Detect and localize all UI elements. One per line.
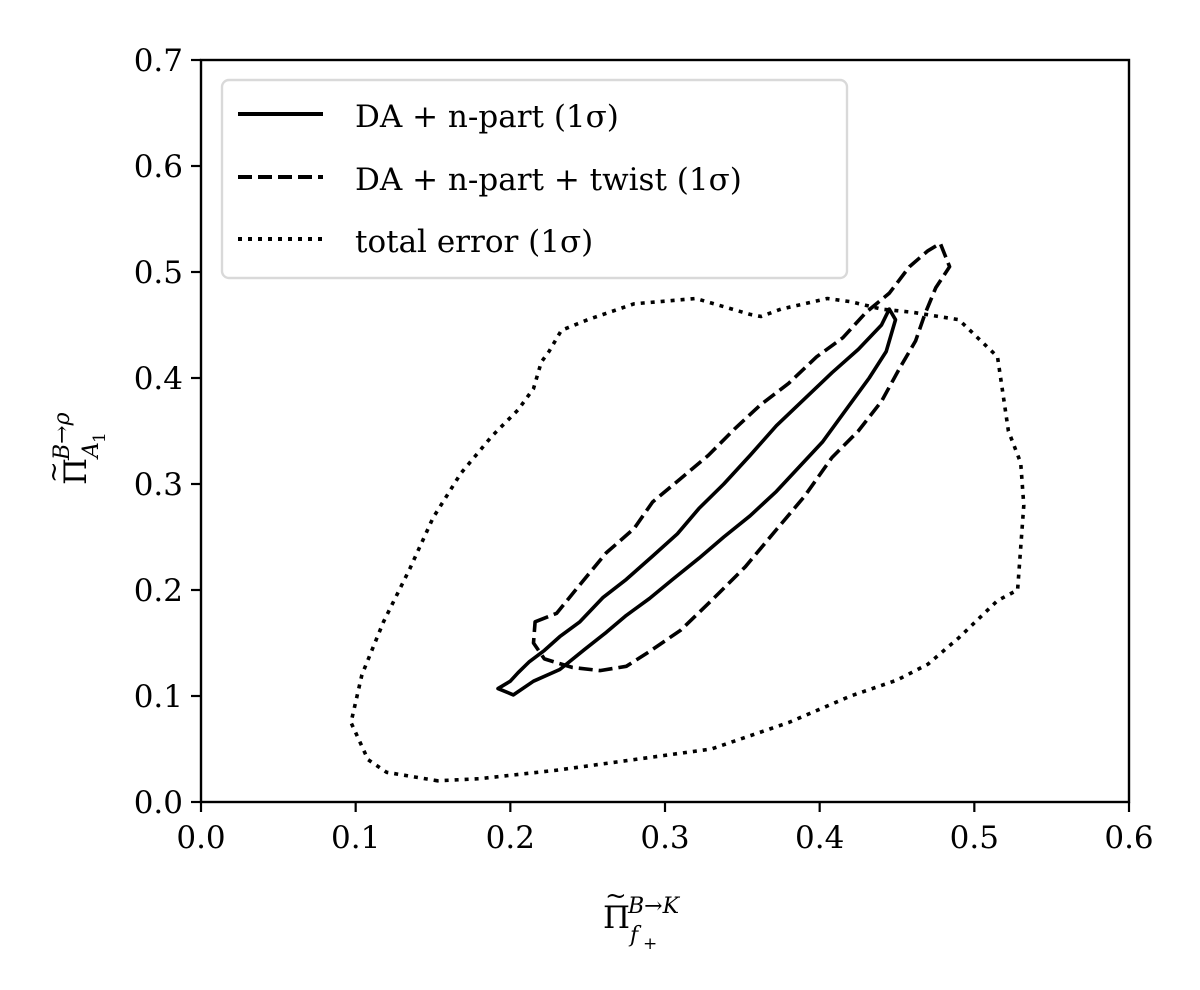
legend-label-total-error: total error (1σ) [355,224,593,260]
y-tick-label: 0.3 [134,467,183,503]
legend-box [220,78,849,280]
x-tick-label: 0.0 [176,820,225,856]
contour-series-dashed [531,241,952,673]
x-tick-label: 0.2 [486,820,535,856]
legend: DA + n-part (1σ) DA + n-part + twist (1σ… [220,78,849,280]
contour-series-solid [496,307,898,697]
contour-curves [349,241,1026,783]
x-axis-label-subsub: + [643,934,657,954]
y-axis: 0.0 0.1 0.2 0.3 0.4 0.5 0.6 0.7 [134,43,201,821]
x-axis-label: Π ~ B→K f + [603,881,681,954]
x-axis-label-sup: B→K [627,894,681,919]
x-tick-label: 0.3 [640,820,689,856]
y-axis-label-sub: A [79,442,104,460]
x-axis-label-tilde: ~ [605,881,627,911]
y-tick-label: 0.5 [134,255,183,291]
x-tick-label: 0.1 [331,820,380,856]
y-tick-label: 0.4 [134,361,183,397]
y-tick-label: 0.6 [134,149,183,185]
y-axis-label-base: Π [58,458,94,485]
x-axis-label-base: Π [603,900,630,936]
y-axis-label-subsub: 1 [90,432,110,443]
y-axis-label-sup: B→ρ [50,412,75,461]
y-tick-label: 0.0 [134,785,183,821]
legend-label-da-npart: DA + n-part (1σ) [355,99,619,135]
x-axis: 0.0 0.1 0.2 0.3 0.4 0.5 0.6 [176,802,1154,856]
y-tick-label: 0.7 [134,43,183,79]
y-axis-label: Π ~ B→ρ A 1 [39,412,110,485]
y-axis-label-tilde: ~ [39,461,69,483]
legend-label-da-npart-twist: DA + n-part + twist (1σ) [355,162,742,198]
y-tick-label: 0.1 [134,679,183,715]
x-tick-label: 0.4 [795,820,844,856]
x-tick-label: 0.6 [1104,820,1153,856]
y-tick-label: 0.2 [134,573,183,609]
contour-series-dotted [349,296,1026,783]
x-tick-label: 0.5 [950,820,999,856]
